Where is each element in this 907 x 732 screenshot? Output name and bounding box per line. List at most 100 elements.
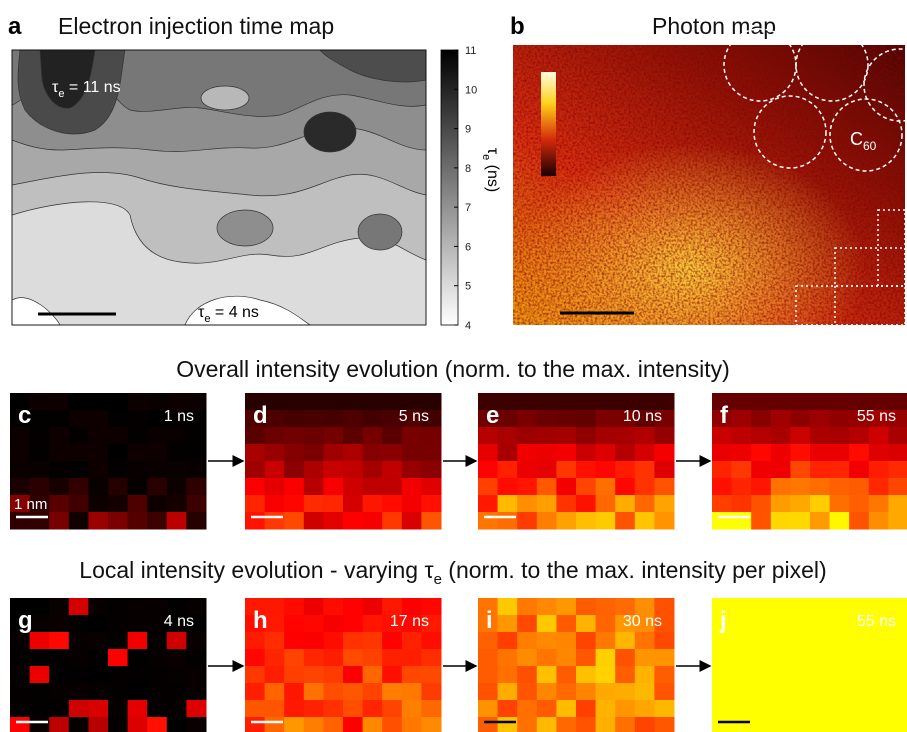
- pixel: [770, 461, 791, 479]
- pixel: [186, 512, 207, 530]
- pixel: [595, 615, 616, 633]
- pixel: [264, 410, 285, 428]
- pixel: [478, 717, 499, 732]
- time-label: 55 ns: [857, 408, 896, 425]
- pixel: [556, 700, 577, 718]
- pixel: [186, 717, 207, 732]
- pixel: [303, 495, 324, 513]
- pixel: [49, 478, 70, 496]
- pixel: [147, 632, 168, 650]
- pixel: [712, 410, 733, 428]
- pixel: [556, 444, 577, 462]
- pixel: [478, 427, 499, 445]
- pixel: [166, 666, 187, 684]
- pixel: [517, 393, 538, 411]
- pixel: [127, 683, 148, 701]
- pixel: [108, 495, 129, 513]
- pixel: [712, 495, 733, 513]
- pixel: [88, 512, 109, 530]
- pixel: [421, 666, 442, 684]
- pixel: [127, 649, 148, 667]
- pixel: [303, 700, 324, 718]
- pixel: [382, 683, 403, 701]
- pixel: [595, 683, 616, 701]
- pixel: [245, 700, 266, 718]
- pixel: [888, 615, 907, 633]
- pixel: [88, 615, 109, 633]
- pixel: [712, 632, 733, 650]
- pixel: [790, 478, 811, 496]
- pixel: [323, 495, 344, 513]
- pixel: [323, 410, 344, 428]
- pixel: [68, 512, 89, 530]
- pixel: [576, 495, 597, 513]
- pixel: [127, 700, 148, 718]
- pixel: [576, 427, 597, 445]
- pixel: [731, 478, 752, 496]
- pixel: [127, 632, 148, 650]
- pixel: [634, 495, 655, 513]
- pixel: [186, 666, 207, 684]
- pixel: [323, 683, 344, 701]
- pixel: [556, 632, 577, 650]
- pixel: [303, 427, 324, 445]
- pixel: [634, 444, 655, 462]
- pixel: [323, 632, 344, 650]
- pixel: [810, 615, 831, 633]
- photon-map: [513, 28, 907, 326]
- pixel: [576, 461, 597, 479]
- pixel: [245, 649, 266, 667]
- pixel: [478, 649, 499, 667]
- pixel: [68, 393, 89, 411]
- pixel: [868, 478, 889, 496]
- pixel: [421, 683, 442, 701]
- pixel: [654, 478, 675, 496]
- pixel: [654, 427, 675, 445]
- pixel: [829, 410, 850, 428]
- pixel: [166, 717, 187, 732]
- pixel: [421, 632, 442, 650]
- pixel: [770, 700, 791, 718]
- pixel: [284, 444, 305, 462]
- pixel: [147, 700, 168, 718]
- pixel: [127, 495, 148, 513]
- pixel: [362, 598, 383, 616]
- pixel: [849, 495, 870, 513]
- pixel: [343, 717, 364, 732]
- time-label: 55 ns: [857, 613, 896, 630]
- pixel: [421, 615, 442, 633]
- pixel: [343, 393, 364, 411]
- pixel: [615, 444, 636, 462]
- pixel: [497, 512, 518, 530]
- pixel: [10, 427, 31, 445]
- pixel: [245, 461, 266, 479]
- pixel: [323, 666, 344, 684]
- pixel: [127, 615, 148, 633]
- pixel: [343, 461, 364, 479]
- pixel: [284, 393, 305, 411]
- pixel: [517, 512, 538, 530]
- pixel: [849, 700, 870, 718]
- pixel: [10, 598, 31, 616]
- pixel: [166, 427, 187, 445]
- pixel: [770, 410, 791, 428]
- pixel: [245, 410, 266, 428]
- pixel: [401, 700, 422, 718]
- pixel: [127, 427, 148, 445]
- pixel: [421, 410, 442, 428]
- pixel: [751, 444, 772, 462]
- pixel: [264, 598, 285, 616]
- pixel: [303, 393, 324, 411]
- pixel: [264, 632, 285, 650]
- pixel: [382, 632, 403, 650]
- pixel: [343, 512, 364, 530]
- pixel: [751, 717, 772, 732]
- time-label: 5 ns: [399, 408, 429, 425]
- pixel: [654, 683, 675, 701]
- pixel: [421, 427, 442, 445]
- pixel: [382, 427, 403, 445]
- pixel: [497, 615, 518, 633]
- pixel: [654, 615, 675, 633]
- pixel: [186, 700, 207, 718]
- pixel: [68, 717, 89, 732]
